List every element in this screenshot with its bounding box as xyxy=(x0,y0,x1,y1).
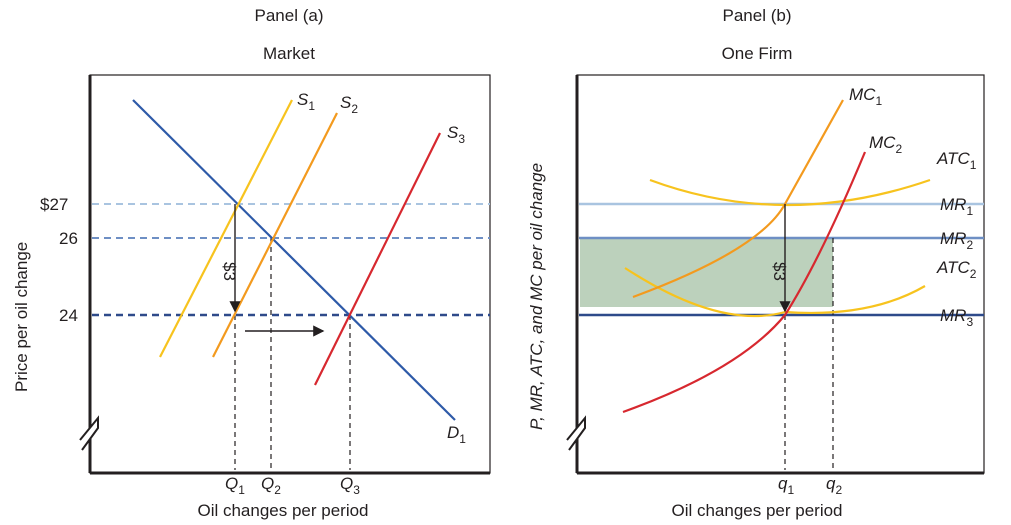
economic-profit-area xyxy=(580,238,833,307)
panel-a-label: Panel (a) xyxy=(254,6,324,25)
label-d1: D1 xyxy=(447,423,466,446)
panel-b-xlabel: Oil changes per period xyxy=(671,501,843,520)
panel-a-xlabel: Oil changes per period xyxy=(197,501,369,520)
xtick-q1: Q1 xyxy=(225,474,245,497)
ytick-27: $27 xyxy=(40,195,68,214)
curve-d1 xyxy=(132,99,456,421)
label-atc2: ATC2 xyxy=(936,258,977,281)
panel-b-frame xyxy=(566,74,985,475)
label-s1: S1 xyxy=(297,90,315,113)
curve-s2 xyxy=(212,112,338,358)
panel-b-title: One Firm xyxy=(721,44,793,63)
label-s2: S2 xyxy=(340,93,358,116)
label-mc1: MC1 xyxy=(849,85,882,108)
xtick-q3: Q3 xyxy=(340,474,360,497)
xtick-firm-q1: q1 xyxy=(778,474,794,497)
label-s3: S3 xyxy=(447,123,465,146)
ytick-24: 24 xyxy=(59,306,78,325)
label-mr3: MR3 xyxy=(940,306,973,329)
label-atc1: ATC1 xyxy=(936,149,977,172)
label-mr2: MR2 xyxy=(940,229,973,252)
curve-s3 xyxy=(314,132,441,386)
curve-mc2 xyxy=(622,151,867,414)
curve-mc1 xyxy=(632,99,844,299)
annotation-price-drop-b: $3 xyxy=(770,262,789,281)
label-mr1: MR1 xyxy=(940,195,973,218)
label-mc2: MC2 xyxy=(869,133,902,156)
xtick-firm-q2: q2 xyxy=(826,474,842,497)
curve-atc1 xyxy=(649,178,931,207)
xtick-q2: Q2 xyxy=(261,474,281,497)
annotation-price-drop-a: $3 xyxy=(220,262,239,281)
ytick-26: 26 xyxy=(59,229,78,248)
panel-b-label: Panel (b) xyxy=(722,6,792,25)
curve-s1 xyxy=(159,99,293,358)
panel-a-title: Market xyxy=(263,44,315,63)
panel-a-frame xyxy=(79,74,491,475)
